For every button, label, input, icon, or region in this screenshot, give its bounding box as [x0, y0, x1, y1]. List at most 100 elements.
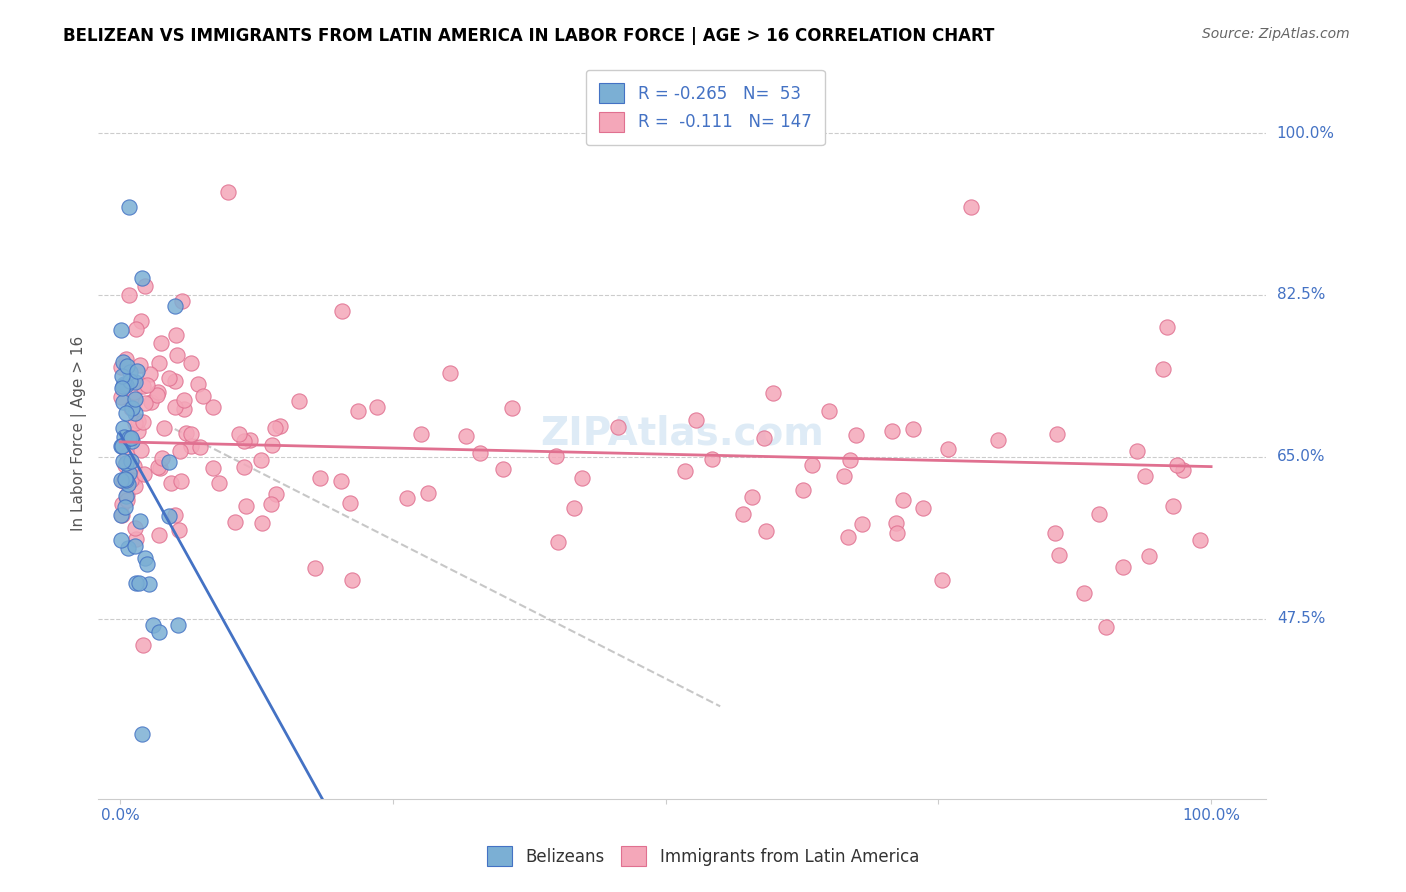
Point [269, 419, 291, 434]
Point [111, 508, 134, 523]
Point [1043, 526, 1066, 541]
Point [673, 464, 696, 478]
Point [114, 472, 136, 486]
Point [416, 485, 439, 500]
Point [120, 365, 142, 379]
Point [118, 431, 141, 445]
Point [135, 378, 157, 392]
Point [884, 516, 907, 530]
Point [571, 471, 593, 485]
Point [1095, 620, 1118, 634]
Point [132, 415, 155, 429]
Point [110, 473, 132, 487]
Point [124, 539, 146, 553]
Legend: Belizeans, Immigrants from Latin America: Belizeans, Immigrants from Latin America [478, 838, 928, 875]
Point [839, 453, 862, 467]
Point [938, 442, 960, 456]
Point [124, 470, 146, 484]
Point [547, 535, 569, 549]
Point [110, 323, 132, 337]
Legend: R = -0.265   N=  53, R =  -0.111   N= 147: R = -0.265 N= 53, R = -0.111 N= 147 [586, 70, 825, 145]
Point [150, 336, 173, 351]
Point [131, 443, 153, 458]
Point [901, 422, 924, 436]
Point [111, 381, 134, 395]
Point [163, 374, 186, 388]
Text: Source: ZipAtlas.com: Source: ZipAtlas.com [1202, 27, 1350, 41]
Point [1156, 320, 1178, 334]
Point [117, 541, 139, 555]
Point [309, 470, 332, 484]
Point [112, 379, 135, 393]
Point [129, 514, 152, 528]
Point [112, 454, 135, 468]
Point [122, 458, 145, 473]
Point [931, 574, 953, 588]
Point [217, 185, 239, 199]
Point [1112, 559, 1135, 574]
Point [124, 392, 146, 406]
Point [1189, 533, 1212, 547]
Point [202, 400, 225, 414]
Point [562, 501, 585, 516]
Point [124, 406, 146, 420]
Point [132, 638, 155, 652]
Text: 82.5%: 82.5% [1277, 287, 1324, 302]
Point [228, 427, 250, 442]
Point [139, 395, 162, 409]
Point [167, 523, 190, 537]
Point [166, 617, 188, 632]
Point [188, 441, 211, 455]
Point [817, 403, 839, 417]
Point [111, 439, 134, 453]
Point [224, 515, 246, 529]
Point [132, 467, 155, 481]
Y-axis label: In Labor Force | Age > 16: In Labor Force | Age > 16 [72, 336, 87, 532]
Point [115, 493, 138, 508]
Point [128, 576, 150, 591]
Point [501, 401, 523, 415]
Point [260, 438, 283, 452]
Point [131, 271, 153, 285]
Point [191, 389, 214, 403]
Point [891, 493, 914, 508]
Point [115, 488, 138, 502]
Point [340, 574, 363, 588]
Point [330, 303, 353, 318]
Point [111, 421, 134, 435]
Point [127, 414, 149, 428]
Point [1171, 463, 1194, 477]
Point [120, 473, 142, 487]
Point [180, 426, 202, 441]
Point [127, 424, 149, 438]
Point [110, 359, 132, 374]
Point [138, 576, 160, 591]
Point [131, 379, 153, 393]
Point [1073, 585, 1095, 599]
Point [112, 395, 135, 409]
Point [250, 452, 273, 467]
Point [118, 288, 141, 302]
Point [912, 501, 935, 516]
Point [260, 497, 283, 511]
Point [1166, 458, 1188, 472]
Point [110, 439, 132, 453]
Text: BELIZEAN VS IMMIGRANTS FROM LATIN AMERICA IN LABOR FORCE | AGE > 16 CORRELATION : BELIZEAN VS IMMIGRANTS FROM LATIN AMERIC… [63, 27, 994, 45]
Text: 65.0%: 65.0% [1277, 450, 1326, 464]
Point [114, 456, 136, 470]
Point [159, 455, 181, 469]
Point [607, 420, 630, 434]
Point [165, 327, 187, 342]
Point [115, 377, 138, 392]
Point [801, 458, 824, 472]
Point [112, 474, 135, 488]
Point [124, 520, 146, 534]
Point [115, 359, 138, 374]
Point [366, 400, 388, 414]
Point [468, 446, 491, 460]
Point [439, 366, 461, 380]
Point [117, 477, 139, 491]
Point [207, 475, 229, 490]
Point [148, 356, 170, 370]
Point [134, 395, 156, 409]
